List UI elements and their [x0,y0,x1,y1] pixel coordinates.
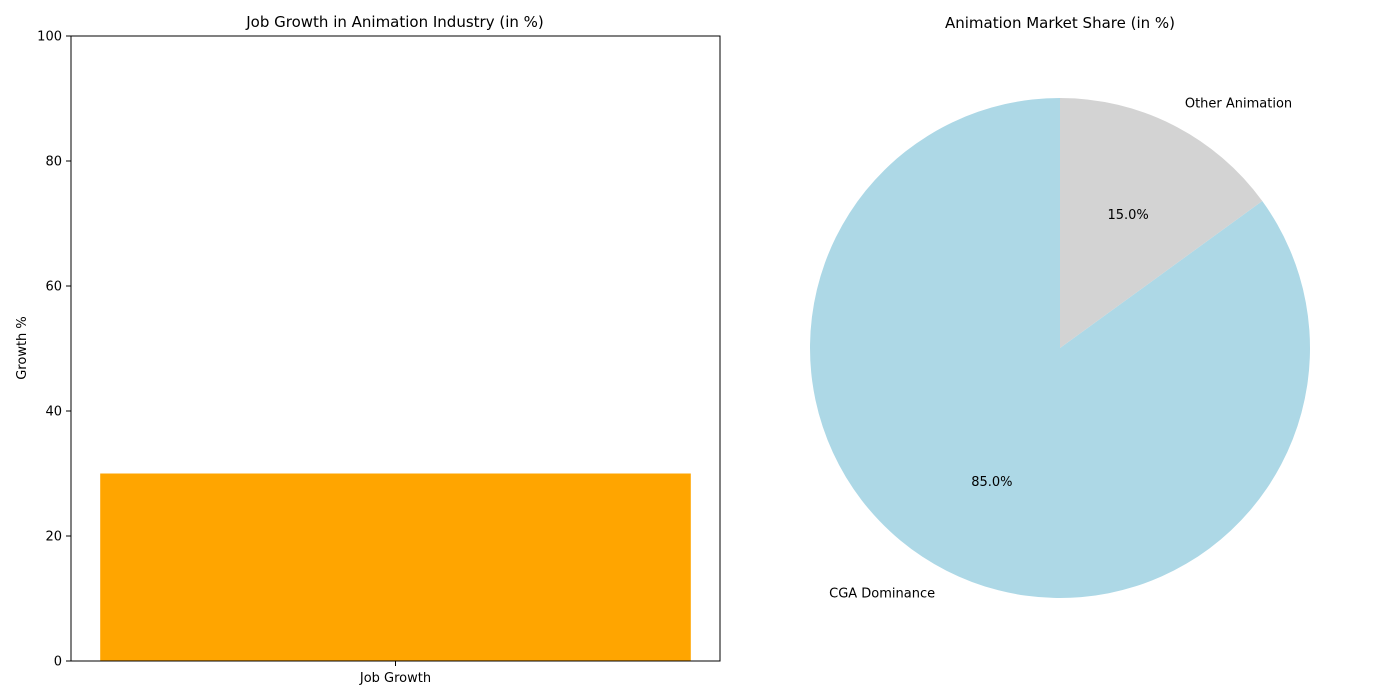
pie-chart-title: Animation Market Share (in %) [945,14,1175,32]
pie-slice-other-animation [1060,98,1263,348]
y-tick-label: 0 [54,655,62,670]
y-tick-label: 20 [45,530,62,545]
bar-chart: Job Growth in Animation Industry (in %) … [15,13,721,686]
pie-slice-cga-dominance [810,98,1311,598]
y-tick-label: 40 [45,405,62,420]
y-tick-label: 60 [45,280,62,295]
pie-labels: CGA Dominance 85.0% Other Animation 15.0% [829,96,1292,601]
y-tick-label: 100 [37,30,62,45]
pie-label-other-animation: Other Animation [1185,96,1292,111]
y-axis-ticks: 0 20 40 60 80 100 [37,30,71,670]
y-tick-label: 80 [45,155,62,170]
pie-percent-label: 85.0% [971,475,1012,490]
bar-job-growth [100,473,691,661]
x-tick-label: Job Growth [359,671,431,686]
pie-slices [810,98,1311,598]
bar-chart-y-axis-label: Growth % [15,316,30,380]
pie-percent-label: 15.0% [1107,208,1148,223]
pie-label-cga-dominance: CGA Dominance [829,587,935,602]
plot-frame [70,35,721,662]
bar-chart-title: Job Growth in Animation Industry (in %) [245,13,544,31]
pie-chart: Animation Market Share (in %) CGA Domina… [810,14,1311,602]
x-axis-ticks: Job Growth [359,661,431,686]
bar-series [100,473,691,661]
